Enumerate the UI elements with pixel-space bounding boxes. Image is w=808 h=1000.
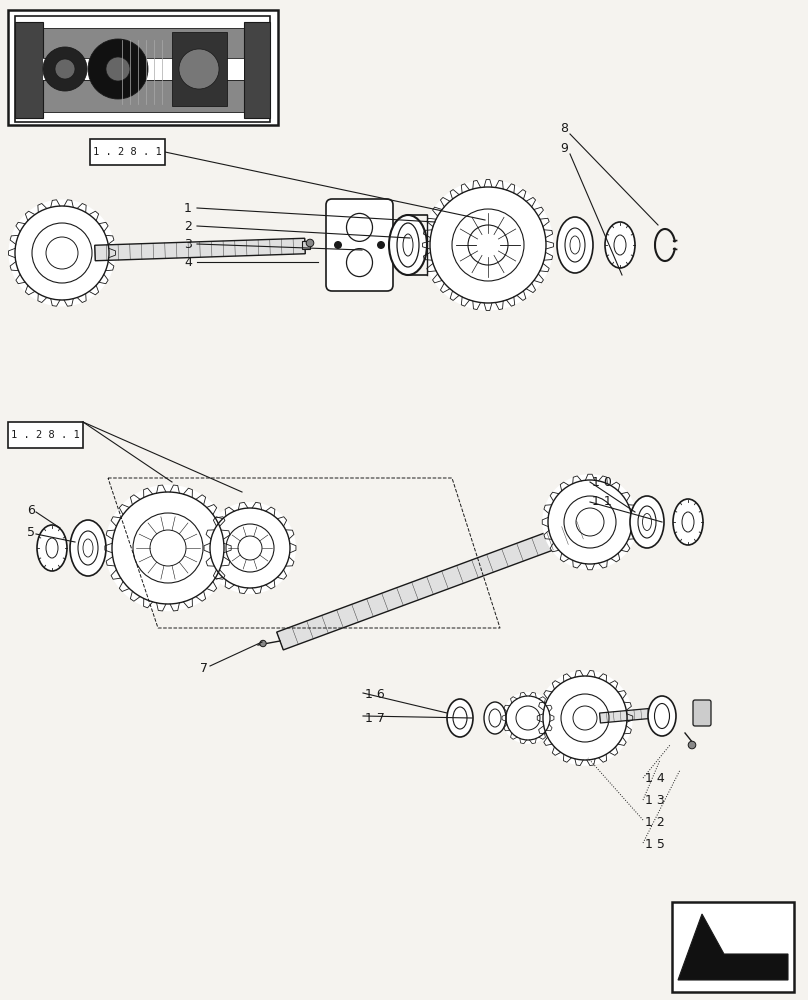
Bar — [43, 58, 244, 80]
Circle shape — [306, 239, 314, 247]
Ellipse shape — [630, 496, 664, 548]
Ellipse shape — [447, 699, 473, 737]
Circle shape — [106, 57, 130, 81]
Polygon shape — [276, 521, 583, 650]
Ellipse shape — [605, 222, 635, 268]
Text: 1 4: 1 4 — [645, 772, 665, 784]
Circle shape — [105, 485, 231, 611]
Text: 4: 4 — [184, 255, 192, 268]
Circle shape — [537, 670, 633, 766]
Text: 5: 5 — [27, 526, 35, 538]
Text: 2: 2 — [184, 220, 192, 232]
Text: 8: 8 — [560, 122, 568, 135]
Circle shape — [55, 59, 75, 79]
FancyBboxPatch shape — [693, 700, 711, 726]
Text: 1 6: 1 6 — [365, 688, 385, 702]
Circle shape — [43, 47, 87, 91]
FancyBboxPatch shape — [90, 139, 165, 165]
Text: 1 5: 1 5 — [645, 838, 665, 852]
Circle shape — [334, 241, 342, 249]
Circle shape — [204, 502, 296, 594]
Circle shape — [423, 180, 553, 310]
Bar — [302, 241, 310, 249]
Text: 1: 1 — [184, 202, 192, 215]
Text: 1 . 2 8 . 1: 1 . 2 8 . 1 — [11, 430, 80, 440]
Text: 7: 7 — [200, 662, 208, 674]
Polygon shape — [678, 914, 788, 980]
Text: 1 . 2 8 . 1: 1 . 2 8 . 1 — [93, 147, 162, 157]
Text: 1 7: 1 7 — [365, 712, 385, 724]
Circle shape — [9, 200, 116, 306]
Ellipse shape — [37, 525, 67, 571]
Bar — [15, 16, 270, 122]
Ellipse shape — [557, 217, 593, 273]
Circle shape — [179, 49, 219, 89]
Text: 1 0: 1 0 — [592, 476, 612, 488]
Ellipse shape — [648, 696, 676, 736]
Bar — [172, 32, 227, 106]
Bar — [672, 902, 794, 992]
Text: 1 2: 1 2 — [645, 816, 665, 828]
Circle shape — [88, 39, 148, 99]
Circle shape — [502, 692, 554, 744]
Circle shape — [260, 640, 266, 647]
Circle shape — [688, 741, 696, 749]
Circle shape — [542, 474, 638, 570]
FancyBboxPatch shape — [326, 199, 393, 291]
Text: 6: 6 — [27, 503, 35, 516]
Bar — [43, 28, 244, 112]
Text: 1 1: 1 1 — [592, 495, 612, 508]
Polygon shape — [95, 238, 305, 261]
Polygon shape — [600, 708, 655, 723]
Text: 9: 9 — [560, 142, 568, 155]
FancyBboxPatch shape — [8, 422, 83, 448]
Ellipse shape — [673, 499, 703, 545]
Ellipse shape — [70, 520, 106, 576]
Bar — [244, 22, 270, 118]
Bar — [8, 10, 278, 125]
Bar — [15, 22, 43, 118]
Circle shape — [377, 241, 385, 249]
Text: 1 3: 1 3 — [645, 794, 665, 806]
Ellipse shape — [484, 702, 506, 734]
Ellipse shape — [389, 215, 427, 275]
Text: 3: 3 — [184, 237, 192, 250]
